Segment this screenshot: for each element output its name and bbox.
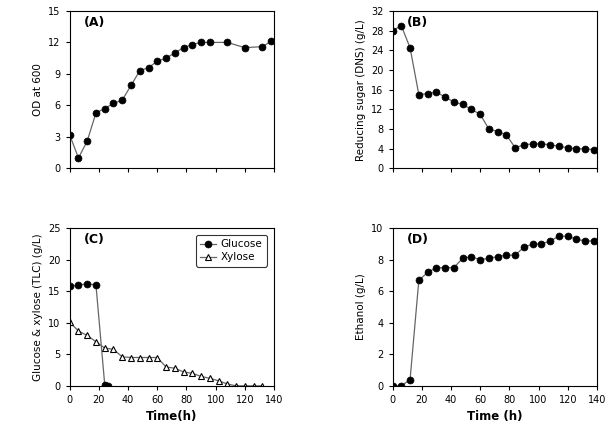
Xylose [198,374,205,379]
Xylose [119,354,126,360]
Xylose [241,383,248,388]
Xylose [224,382,231,387]
Legend: Glucose, Xylose: Glucose, Xylose [196,235,267,266]
Xylose [171,366,178,371]
Text: (B): (B) [407,16,428,29]
Xylose [154,355,161,360]
Xylose [145,355,152,360]
Xylose [259,383,266,388]
Text: (A): (A) [84,16,105,29]
Xylose [206,376,213,381]
Glucose [84,281,91,286]
Glucose [101,382,108,387]
Glucose [75,283,82,288]
Line: Glucose: Glucose [66,280,111,389]
Xylose [233,383,240,388]
Y-axis label: OD at 600: OD at 600 [33,63,43,116]
Text: (D): (D) [407,233,429,246]
Xylose [66,320,73,325]
Xylose [92,339,99,344]
Xylose [84,333,91,338]
Glucose [92,283,99,288]
Y-axis label: Ethanol (g/L): Ethanol (g/L) [356,274,366,341]
X-axis label: Time (h): Time (h) [467,410,522,423]
Text: (C): (C) [84,233,105,246]
Xylose [162,364,170,370]
Xylose [127,355,135,360]
Xylose [136,355,144,360]
X-axis label: Time(h): Time(h) [146,410,198,423]
Glucose [66,284,73,289]
Xylose [188,371,196,376]
Xylose [75,328,82,334]
Line: Xylose: Xylose [66,319,266,389]
Xylose [250,383,257,388]
Y-axis label: Reducing sugar (DNS) (g/L): Reducing sugar (DNS) (g/L) [356,19,365,160]
Xylose [215,378,222,383]
Glucose [104,383,112,388]
Y-axis label: Glucose & xylose (TLC) (g/L): Glucose & xylose (TLC) (g/L) [33,233,42,381]
Xylose [101,345,108,351]
Xylose [110,347,117,352]
Xylose [180,369,187,375]
